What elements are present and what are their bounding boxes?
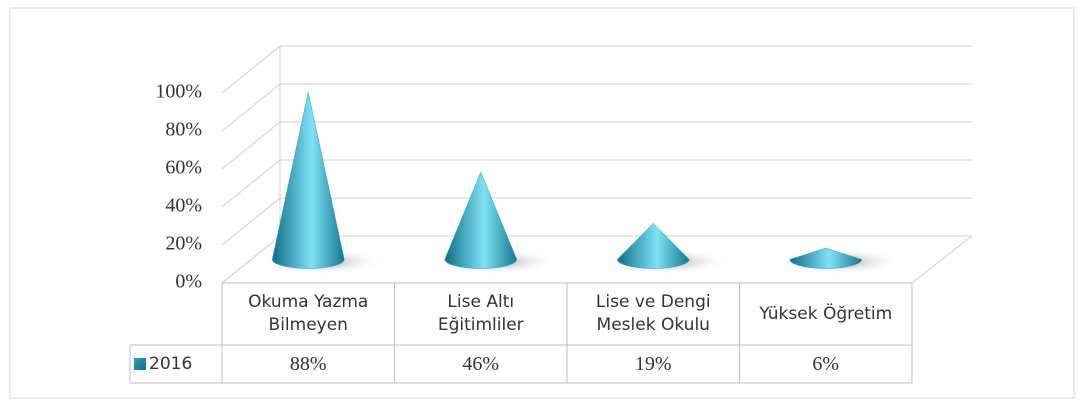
value-label: 88%: [289, 352, 327, 375]
grid-line: [221, 159, 972, 208]
category-label: Lise ve Dengi Meslek Okulu: [595, 292, 711, 335]
value-label: 46%: [462, 352, 500, 375]
y-tick-label: 40%: [165, 195, 202, 217]
cone: [271, 92, 345, 269]
grid-line: [221, 45, 972, 94]
cone: [616, 223, 690, 269]
y-tick-label: 80%: [165, 119, 202, 141]
value-label: 6%: [812, 352, 840, 375]
y-tick-label: 20%: [165, 233, 202, 255]
legend-swatch: [134, 358, 146, 370]
y-tick-label: 0%: [175, 271, 202, 293]
value-label: 19%: [634, 352, 672, 375]
grid-line: [221, 83, 972, 132]
category-label: Okuma Yazma Bilmeyen: [248, 292, 369, 335]
category-label: Yüksek Öğretim: [759, 303, 893, 324]
cone: [444, 171, 518, 269]
y-tick-label: 100%: [155, 81, 202, 103]
legend: 2016: [130, 345, 222, 383]
y-tick-label: 60%: [165, 157, 202, 179]
wall-edge: [221, 46, 281, 284]
grid-line: [221, 121, 972, 170]
cone: [789, 247, 863, 269]
grid-line: [221, 197, 972, 246]
legend-label: 2016: [149, 354, 193, 374]
frame: [9, 7, 1075, 399]
category-label: Lise Altı Eğitimliler: [437, 292, 524, 335]
